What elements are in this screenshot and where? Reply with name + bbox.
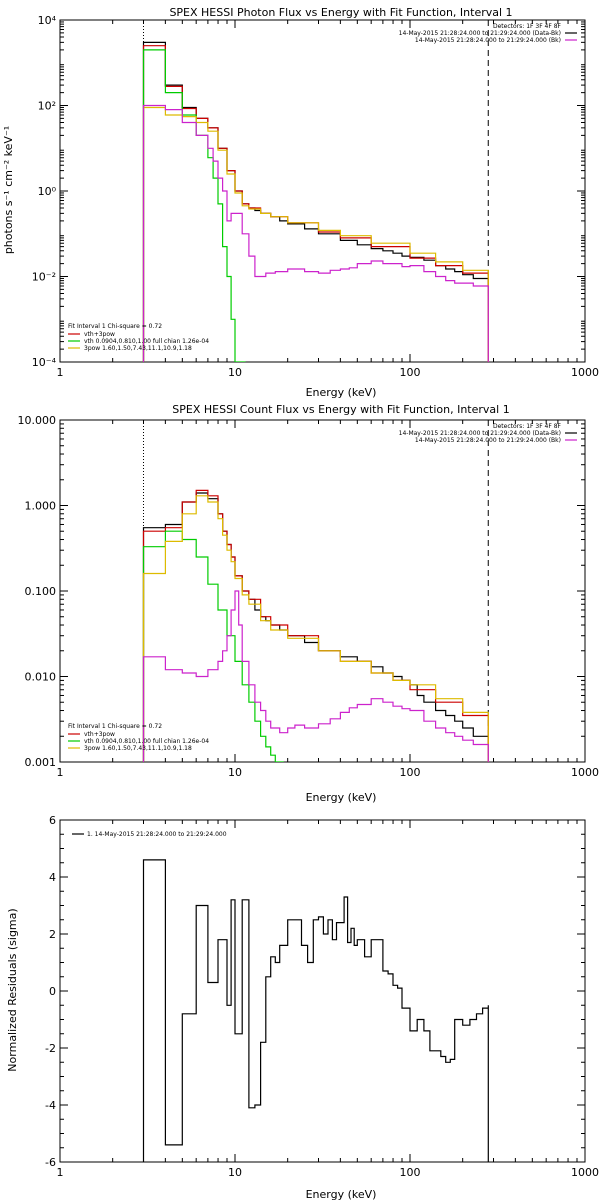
count-x-tick-label: 1: [57, 766, 64, 779]
photon-fit-legend-text: 3pow 1.60,1.50,7.43,11.1,10.9,1.18: [84, 345, 192, 352]
count-x-tick-label: 1000: [571, 766, 599, 779]
photon-series-0: [142, 41, 489, 362]
residuals-x-tick-label: 10: [228, 1166, 242, 1179]
residuals-plot-frame: [59, 819, 586, 1163]
residuals-y-tick-label: -2: [45, 1042, 56, 1055]
residuals-x-tick-label: 1: [57, 1166, 64, 1179]
photon-y-tick-label: 10⁴: [38, 14, 57, 27]
count-legend-text: 14-May-2015 21:28:24.000 to 21:29:24.000…: [399, 430, 561, 437]
count-series-0: [142, 492, 489, 762]
count-plot-frame: [59, 419, 586, 763]
count-y-tick-label: 0.100: [25, 585, 57, 598]
residuals-x-axis-title: Energy (keV): [306, 1188, 377, 1200]
count-chart-title: SPEX HESSI Count Flux vs Energy with Fit…: [172, 403, 509, 416]
count-fit-legend-text: vth+3pow: [84, 731, 115, 738]
count-flux-panel: SPEX HESSI Count Flux vs Energy with Fit…: [18, 403, 600, 804]
photon-x-tick-label: 10: [228, 366, 242, 379]
count-legend-text: Detectors: 1F 3F 4F 8F: [493, 423, 562, 430]
count-y-tick-label: 1.000: [25, 500, 57, 513]
residuals-y-axis-title: Normalized Residuals (sigma): [6, 908, 19, 1071]
photon-x-tick-label: 100: [400, 366, 421, 379]
residuals-panel: Energy (keV) Normalized Residuals (sigma…: [6, 814, 599, 1200]
count-fit-legend-text: vth 0.0904,0.810,1.00 full chian 1.26e-0…: [84, 738, 209, 745]
photon-y-tick-label: 10⁻²: [32, 271, 56, 284]
photon-x-tick-label: 1: [57, 366, 64, 379]
photon-flux-panel: SPEX HESSI Photon Flux vs Energy with Fi…: [2, 6, 599, 399]
count-x-tick-label: 100: [400, 766, 421, 779]
residuals-y-tick-label: 6: [49, 814, 56, 827]
count-series-2: [142, 530, 284, 762]
photon-legend-text: 14-May-2015 21:28:24.000 to 21:29:24.000…: [399, 30, 561, 37]
count-fit-legend-header: Fit Interval 1 Chi-square = 0.72: [68, 723, 162, 730]
photon-x-tick-label: 1000: [571, 366, 599, 379]
count-legend-text: 14-May-2015 21:28:24.000 to 21:29:24.000…: [415, 437, 561, 444]
count-y-tick-label: 10.000: [18, 414, 57, 427]
photon-fit-legend-header: Fit Interval 1 Chi-square = 0.72: [68, 323, 162, 330]
count-series-1: [142, 489, 489, 762]
residuals-series-0: [142, 859, 489, 1162]
residuals-x-tick-label: 1000: [571, 1166, 599, 1179]
photon-fit-legend-text: vth+3pow: [84, 331, 115, 338]
photon-y-tick-label: 10⁰: [38, 185, 57, 198]
residuals-y-tick-label: 4: [49, 871, 56, 884]
photon-legend-text: Detectors: 1F 3F 4F 8F: [493, 23, 562, 30]
residuals-y-tick-label: 2: [49, 928, 56, 941]
count-fit-legend-text: 3pow 1.60,1.50,7.43,11.1,10.9,1.18: [84, 745, 192, 752]
photon-x-axis-title: Energy (keV): [306, 386, 377, 399]
count-plot-area: 1 10 100 1000 0.001 0.010 0.100 1.000 10.000 Dete…: [18, 414, 600, 779]
residuals-legend-text: 1. 14-May-2015 21:28:24.000 to 21:29:24.…: [87, 831, 227, 838]
count-series-4: [142, 590, 489, 762]
photon-y-axis-title: photons s⁻¹ cm⁻² keV⁻¹: [2, 126, 15, 254]
count-y-tick-label: 0.001: [25, 756, 57, 769]
photon-fit-legend-text: vth 0.0904,0.810,1.00 full chian 1.26e-0…: [84, 338, 209, 345]
count-x-axis-title: Energy (keV): [306, 791, 377, 804]
residuals-y-tick-label: 0: [49, 985, 56, 998]
photon-series-3: [142, 106, 489, 362]
count-series-3: [142, 495, 489, 762]
photon-plot-area: 1 10 100 1000 10⁻⁴ 10⁻² 10⁰ 10² 10⁴ Detectors: 1F…: [32, 14, 599, 379]
photon-legend-text: 14-May-2015 21:28:24.000 to 21:29:24.000…: [415, 37, 561, 44]
photon-plot-frame: [59, 19, 586, 363]
photon-series-2: [142, 49, 246, 362]
residuals-plot-area: 1 10 100 1000 -6 -4 -2 0 2 4 6 1. 14-May-2015 21:28…: [45, 814, 599, 1179]
photon-chart-title: SPEX HESSI Photon Flux vs Energy with Fi…: [169, 6, 512, 19]
photon-y-tick-label: 10⁻⁴: [32, 356, 57, 369]
photon-y-tick-label: 10²: [38, 100, 56, 113]
photon-series-4: [142, 104, 489, 362]
residuals-y-tick-label: -6: [45, 1156, 56, 1169]
count-y-tick-label: 0.010: [25, 671, 57, 684]
residuals-x-tick-label: 100: [400, 1166, 421, 1179]
residuals-y-tick-label: -4: [45, 1099, 56, 1112]
count-x-tick-label: 10: [228, 766, 242, 779]
photon-series-1: [142, 45, 489, 362]
